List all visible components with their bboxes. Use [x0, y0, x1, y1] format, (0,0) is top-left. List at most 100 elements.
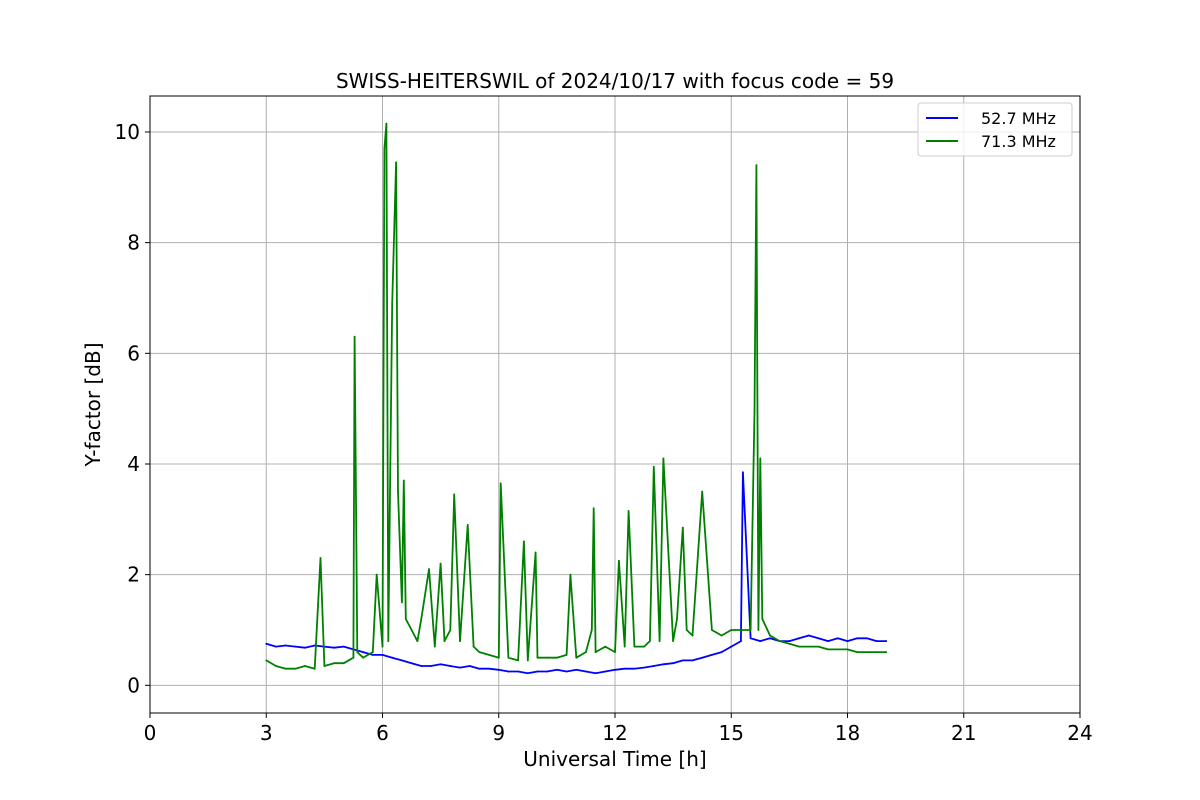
data-point-1	[395, 161, 397, 164]
data-point-0	[769, 637, 771, 640]
data-point-0	[865, 637, 868, 640]
data-point-0	[720, 651, 723, 654]
data-point-1	[856, 651, 859, 654]
data-point-1	[827, 648, 830, 651]
data-point-1	[397, 490, 399, 493]
data-point-0	[681, 659, 684, 662]
data-point-1	[885, 651, 888, 654]
x-tick-label: 0	[144, 721, 157, 745]
data-point-1	[685, 629, 688, 631]
data-point-0	[275, 645, 277, 648]
data-point-1	[575, 656, 578, 659]
data-point-0	[536, 670, 539, 673]
data-point-1	[402, 479, 405, 482]
data-point-0	[585, 670, 587, 673]
x-tick-label: 6	[376, 721, 389, 745]
data-point-1	[284, 667, 287, 670]
data-point-1	[472, 645, 475, 648]
data-point-1	[478, 651, 481, 654]
data-point-1	[416, 640, 419, 642]
data-point-1	[691, 634, 694, 637]
data-point-0	[546, 670, 549, 673]
data-point-1	[265, 659, 268, 662]
y-tick-label: 2	[127, 563, 140, 587]
data-point-1	[353, 335, 356, 338]
data-point-1	[749, 629, 752, 631]
data-point-1	[648, 640, 651, 642]
data-point-0	[391, 656, 394, 659]
data-point-0	[701, 656, 704, 659]
series-layer	[265, 122, 888, 675]
data-point-1	[497, 656, 500, 659]
data-point-1	[333, 662, 335, 665]
data-point-1	[362, 656, 365, 659]
data-point-0	[526, 672, 529, 675]
data-point-1	[681, 526, 684, 529]
data-point-1	[356, 651, 359, 654]
data-point-0	[371, 653, 374, 656]
legend-label: 71.3 MHz	[981, 132, 1056, 151]
data-point-1	[769, 634, 771, 637]
data-point-0	[817, 637, 820, 640]
data-point-0	[652, 665, 655, 667]
data-point-0	[488, 667, 490, 670]
data-point-0	[381, 653, 384, 656]
data-point-1	[761, 618, 764, 620]
data-point-0	[662, 663, 665, 666]
data-point-1	[590, 629, 593, 631]
data-point-1	[672, 640, 675, 642]
data-point-1	[294, 667, 297, 670]
data-point-0	[875, 640, 878, 642]
x-axis-label: Universal Time [h]	[523, 747, 706, 771]
x-tick-label: 24	[1067, 721, 1092, 745]
y-tick-label: 6	[127, 341, 140, 365]
data-point-0	[294, 645, 297, 648]
data-point-1	[453, 493, 456, 496]
data-point-1	[740, 629, 742, 631]
data-point-0	[565, 670, 568, 673]
data-point-0	[730, 645, 733, 648]
x-tick-label: 18	[835, 721, 860, 745]
data-point-0	[468, 665, 471, 667]
data-point-1	[383, 147, 386, 150]
data-point-1	[592, 507, 595, 510]
data-point-1	[658, 640, 661, 642]
data-point-1	[534, 551, 537, 554]
data-point-1	[400, 601, 403, 604]
data-point-1	[387, 640, 390, 642]
data-point-1	[865, 651, 868, 654]
data-point-0	[362, 651, 365, 654]
data-point-0	[691, 659, 694, 662]
data-point-1	[523, 540, 525, 543]
data-point-0	[555, 668, 558, 671]
data-point-0	[836, 637, 839, 640]
x-tick-label: 21	[951, 721, 976, 745]
data-point-1	[526, 659, 529, 662]
data-point-1	[555, 656, 558, 659]
data-point-1	[499, 482, 502, 485]
data-point-1	[614, 651, 616, 654]
data-point-1	[323, 665, 326, 667]
x-tick-label: 15	[719, 721, 744, 745]
data-point-0	[497, 668, 500, 671]
data-point-1	[710, 629, 713, 631]
data-point-1	[798, 645, 800, 648]
legend: 52.7 MHz 71.3 MHz	[917, 102, 1073, 157]
data-point-0	[807, 634, 810, 637]
data-point-0	[459, 666, 461, 669]
data-point-1	[701, 490, 704, 493]
data-point-1	[836, 648, 839, 651]
data-point-1	[817, 645, 820, 648]
data-point-1	[753, 410, 756, 413]
data-point-0	[710, 653, 713, 656]
data-point-1	[375, 573, 378, 576]
data-point-1	[755, 164, 758, 167]
data-point-1	[788, 642, 791, 645]
chart-title: SWISS-HEITERSWIL of 2024/10/17 with focu…	[336, 69, 894, 93]
data-point-1	[676, 618, 678, 620]
data-point-1	[428, 568, 430, 571]
data-point-1	[342, 662, 345, 665]
data-point-0	[741, 471, 744, 474]
data-point-1	[304, 665, 306, 667]
